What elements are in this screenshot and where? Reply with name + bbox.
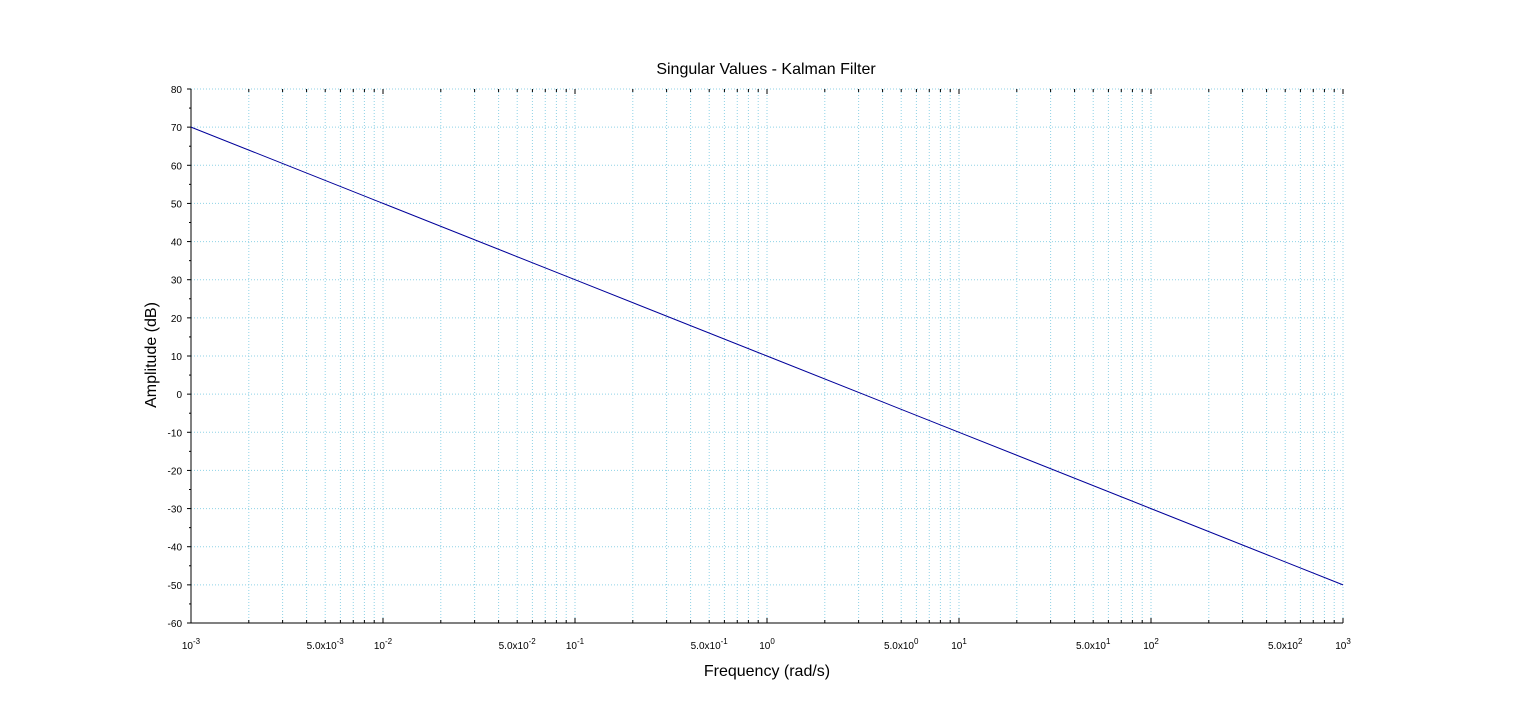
y-tick-label: -10	[168, 428, 183, 439]
y-tick-label: 30	[171, 276, 183, 287]
x-tick-label: 5.0x101	[1076, 637, 1111, 652]
x-tick-label: 5.0x10-3	[307, 637, 345, 652]
y-tick-label: -60	[168, 619, 183, 630]
y-axis-label: Amplitude (dB)	[143, 302, 160, 408]
y-tick-label: -40	[168, 543, 183, 554]
x-tick-label: 5.0x10-1	[691, 637, 729, 652]
x-tick-label: 10-3	[182, 637, 201, 652]
x-tick-label: 102	[1143, 637, 1159, 652]
y-tick-label: -30	[168, 505, 183, 516]
x-tick-label: 10-2	[374, 637, 393, 652]
y-tick-label: 0	[176, 390, 182, 401]
x-tick-label: 10-1	[566, 637, 585, 652]
axes	[187, 88, 1344, 624]
grid	[190, 88, 1344, 624]
x-tick-label: 5.0x102	[1268, 637, 1303, 652]
series-layer	[190, 126, 1344, 586]
y-tick-label: 10	[171, 352, 183, 363]
x-axis-label: Frequency (rad/s)	[704, 663, 830, 680]
y-tick-label: -50	[168, 581, 183, 592]
series-line	[190, 126, 1344, 586]
x-tick-label: 100	[759, 637, 775, 652]
chart-title: Singular Values - Kalman Filter	[656, 61, 876, 78]
x-tick-label: 103	[1335, 637, 1351, 652]
x-tick-label: 101	[951, 637, 967, 652]
y-tick-label: 80	[171, 85, 183, 96]
y-tick-label: 70	[171, 123, 183, 134]
x-tick-label: 5.0x100	[884, 637, 919, 652]
y-tick-label: -20	[168, 466, 183, 477]
y-tick-label: 60	[171, 161, 183, 172]
y-tick-label: 20	[171, 314, 183, 325]
y-tick-label: 50	[171, 199, 183, 210]
x-tick-label: 5.0x10-2	[499, 637, 537, 652]
y-tick-label: 40	[171, 238, 183, 249]
